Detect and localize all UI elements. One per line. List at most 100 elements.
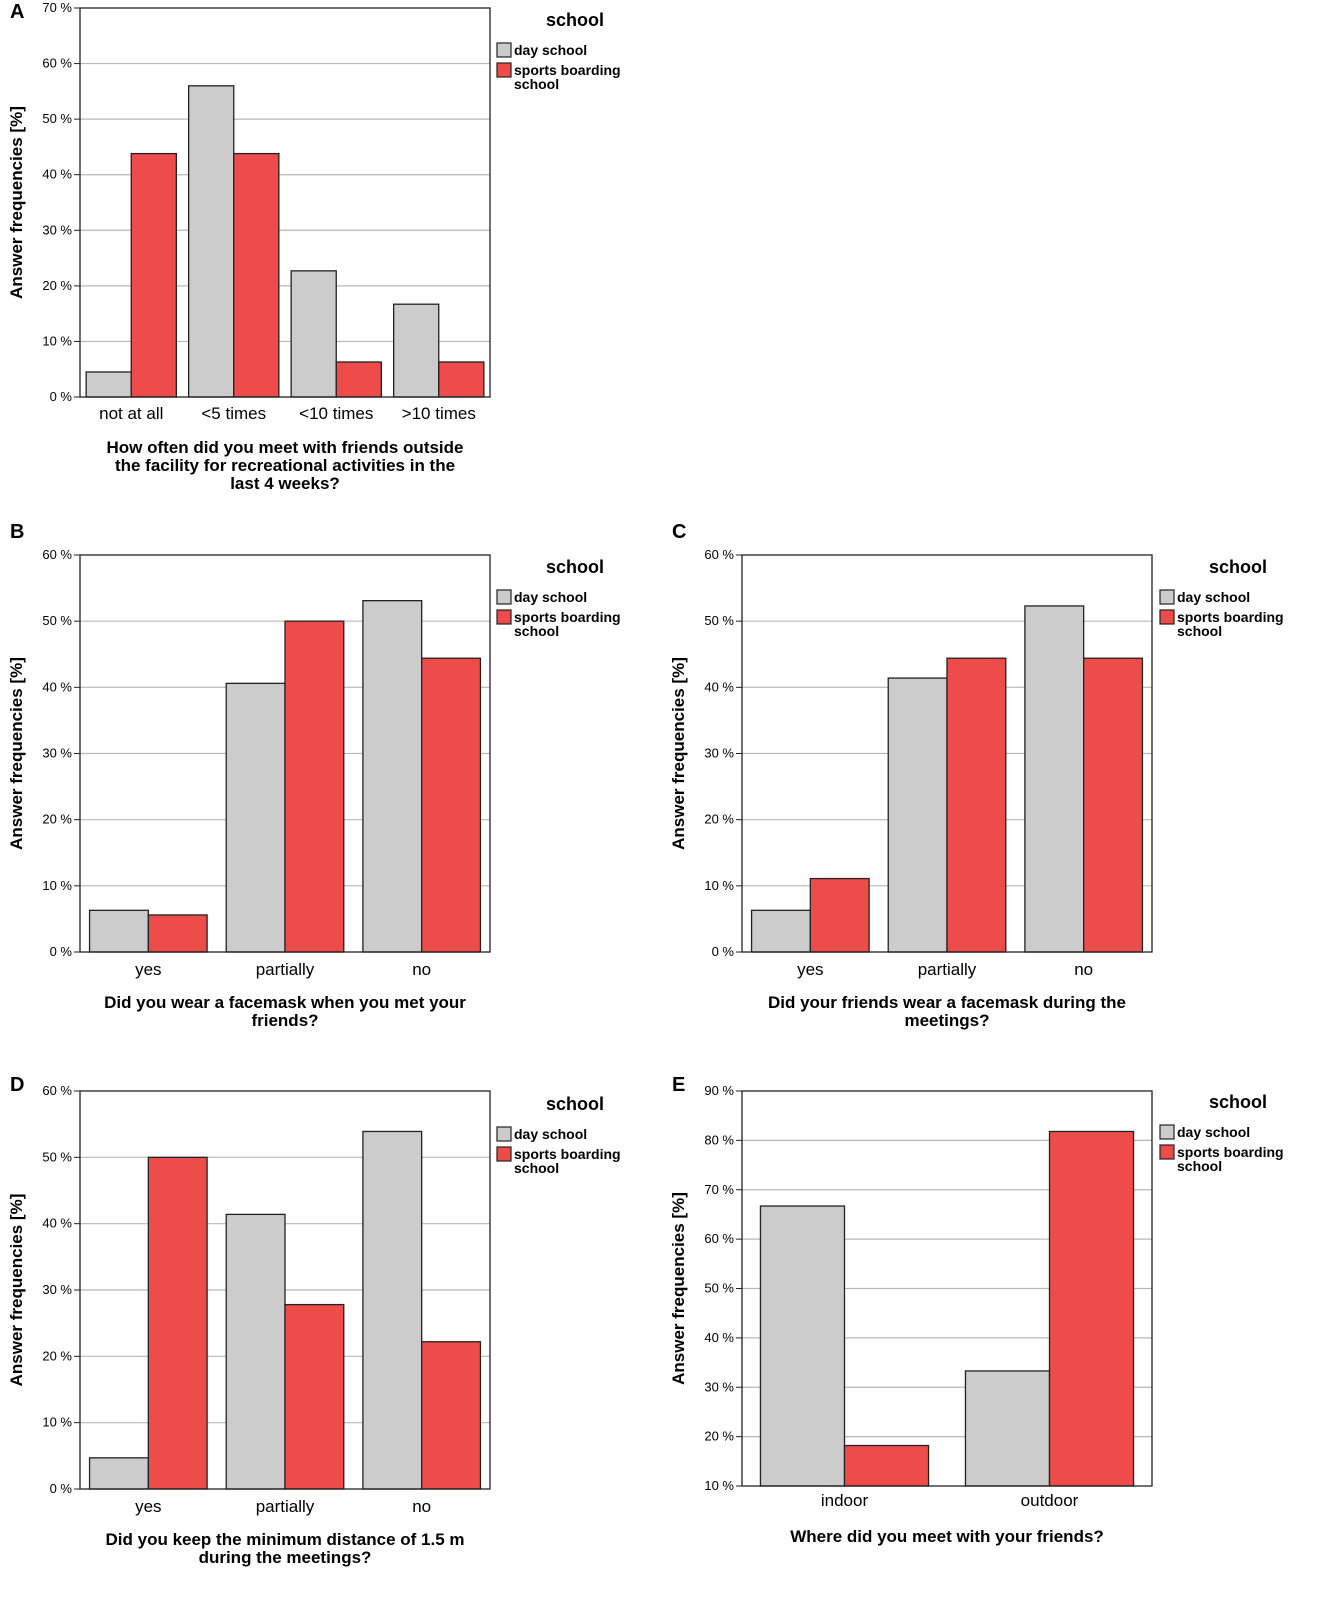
x-axis-title-line: friends? xyxy=(251,1011,318,1030)
x-axis-title-line: the facility for recreational activities… xyxy=(115,456,455,475)
y-tick-label: 60 % xyxy=(704,547,734,562)
x-axis-title-line: Did you wear a facemask when you met you… xyxy=(104,993,466,1012)
y-tick-label: 0 % xyxy=(712,944,735,959)
y-tick-label: 0 % xyxy=(50,944,73,959)
y-tick-label: 30 % xyxy=(704,746,734,761)
y-tick-label: 60 % xyxy=(42,56,72,71)
bar-sports-boarding-school-yes xyxy=(147,1156,208,1490)
legend-item-label: sports boarding xyxy=(1177,1144,1284,1160)
x-tick-label: yes xyxy=(135,960,161,979)
panel-letter: A xyxy=(10,1,24,23)
y-axis-label: Answer frequencies [%] xyxy=(669,1192,688,1385)
y-axis-label: Answer frequencies [%] xyxy=(669,657,688,850)
y-tick-label: 60 % xyxy=(42,547,72,562)
bar-sports-boarding-school-partially xyxy=(946,657,1007,953)
y-tick-label: 30 % xyxy=(42,222,72,237)
chart-a-svg: A 0 % 10 % 20 % 30 % 40 % 50 % 60 % 70 % not at a… xyxy=(7,0,621,493)
chart-b-svg: B 0 % 10 % 20 % 30 % 40 % 50 % 60 % yes partially… xyxy=(7,521,621,1030)
bar-day-school-5-times xyxy=(187,85,235,398)
panel-letter: B xyxy=(10,521,24,543)
y-tick-label: 10 % xyxy=(42,878,72,893)
x-tick-label: no xyxy=(1074,960,1093,979)
x-tick-label: indoor xyxy=(821,1491,869,1510)
panel-letter: E xyxy=(672,1074,685,1096)
bar-day-school-no xyxy=(362,1130,423,1490)
legend-title: school xyxy=(546,557,604,577)
chart-c-svg: C 0 % 10 % 20 % 30 % 40 % 50 % 60 % yes partially… xyxy=(669,521,1284,1030)
y-tick-label: 70 % xyxy=(704,1182,734,1197)
bar-day-school-outdoor xyxy=(964,1370,1051,1487)
y-tick-label: 40 % xyxy=(704,679,734,694)
y-axis-label: Answer frequencies [%] xyxy=(7,657,26,850)
y-tick-label: 30 % xyxy=(42,1282,72,1297)
legend-item-label: school xyxy=(514,1160,559,1176)
chart-panel-b: B 0 % 10 % 20 % 30 % 40 % 50 % 60 % yes partially… xyxy=(0,520,660,1065)
y-tick-label: 10 % xyxy=(704,1478,734,1493)
x-tick-label: partially xyxy=(256,1497,315,1516)
chart-panel-a: A 0 % 10 % 20 % 30 % 40 % 50 % 60 % 70 % not at a… xyxy=(0,0,660,520)
bar-sports-boarding-school-partially xyxy=(284,620,345,953)
chart-panel-e: E 10 % 20 % 30 % 40 % 50 % 60 % 70 % 80 % 90 % ind… xyxy=(669,1074,1325,1618)
legend-swatch xyxy=(496,1146,512,1162)
legend-item-label: school xyxy=(514,623,559,639)
y-tick-label: 80 % xyxy=(704,1132,734,1147)
legend-swatch xyxy=(1159,1124,1175,1140)
bar-sports-boarding-school-partially xyxy=(284,1303,345,1490)
x-tick-label: outdoor xyxy=(1021,1491,1079,1510)
y-tick-label: 20 % xyxy=(42,812,72,827)
legend-item-label: day school xyxy=(514,42,587,58)
bar-day-school-partially xyxy=(225,1213,286,1490)
y-tick-label: 40 % xyxy=(42,679,72,694)
bar-day-school-yes xyxy=(750,909,811,953)
x-tick-label: yes xyxy=(135,1497,161,1516)
plot-frame xyxy=(741,1090,1153,1487)
x-tick-label: no xyxy=(412,1497,431,1516)
x-tick-label: <5 times xyxy=(201,404,266,423)
y-tick-label: 0 % xyxy=(50,1481,73,1496)
legend-swatch xyxy=(496,42,512,58)
legend-item-label: day school xyxy=(514,1126,587,1142)
y-tick-label: 10 % xyxy=(42,1415,72,1430)
legend-item-label: school xyxy=(1177,1158,1222,1174)
bar-day-school-partially xyxy=(887,677,948,953)
y-tick-label: 40 % xyxy=(42,167,72,182)
bar-day-school-10-times xyxy=(392,303,440,398)
y-tick-label: 50 % xyxy=(42,111,72,126)
bar-sports-boarding-school-10-times xyxy=(335,361,382,398)
x-tick-label: >10 times xyxy=(402,404,476,423)
bar-day-school-10-times xyxy=(290,270,337,398)
bar-sports-boarding-school-yes xyxy=(147,914,208,953)
legend-item-label: sports boarding xyxy=(1177,609,1284,625)
bar-sports-boarding-school-indoor xyxy=(843,1444,930,1487)
bar-day-school-yes xyxy=(88,909,149,953)
bar-sports-boarding-school-5-times xyxy=(233,152,280,398)
y-tick-label: 40 % xyxy=(704,1330,734,1345)
x-axis-title-line: during the meetings? xyxy=(199,1548,372,1567)
legend-title: school xyxy=(546,10,604,30)
chart-d-svg: D 0 % 10 % 20 % 30 % 40 % 50 % 60 % yes partially… xyxy=(7,1074,621,1567)
bar-sports-boarding-school-no xyxy=(421,657,482,953)
legend-item-label: sports boarding xyxy=(514,609,621,625)
bar-day-school-indoor xyxy=(759,1205,846,1487)
legend-swatch xyxy=(1159,609,1175,625)
legend-item-label: sports boarding xyxy=(514,62,621,78)
legend-title: school xyxy=(1209,1092,1267,1112)
bar-sports-boarding-school-not-at-all xyxy=(130,152,177,398)
legend-swatch xyxy=(496,1126,512,1142)
bar-sports-boarding-school-outdoor xyxy=(1048,1130,1135,1487)
x-tick-label: <10 times xyxy=(299,404,373,423)
y-tick-label: 60 % xyxy=(704,1231,734,1246)
y-axis-label: Answer frequencies [%] xyxy=(7,106,26,299)
legend-title: school xyxy=(546,1094,604,1114)
bar-sports-boarding-school-10-times xyxy=(438,361,485,398)
y-tick-label: 50 % xyxy=(704,613,734,628)
bar-sports-boarding-school-no xyxy=(421,1341,482,1490)
legend-swatch xyxy=(496,62,512,78)
y-tick-label: 0 % xyxy=(50,389,73,404)
x-axis-title-line: meetings? xyxy=(904,1011,989,1030)
panel-letter: D xyxy=(10,1074,24,1096)
y-tick-label: 30 % xyxy=(704,1379,734,1394)
y-tick-label: 40 % xyxy=(42,1216,72,1231)
y-tick-label: 50 % xyxy=(42,613,72,628)
plot-frame xyxy=(741,554,1153,953)
